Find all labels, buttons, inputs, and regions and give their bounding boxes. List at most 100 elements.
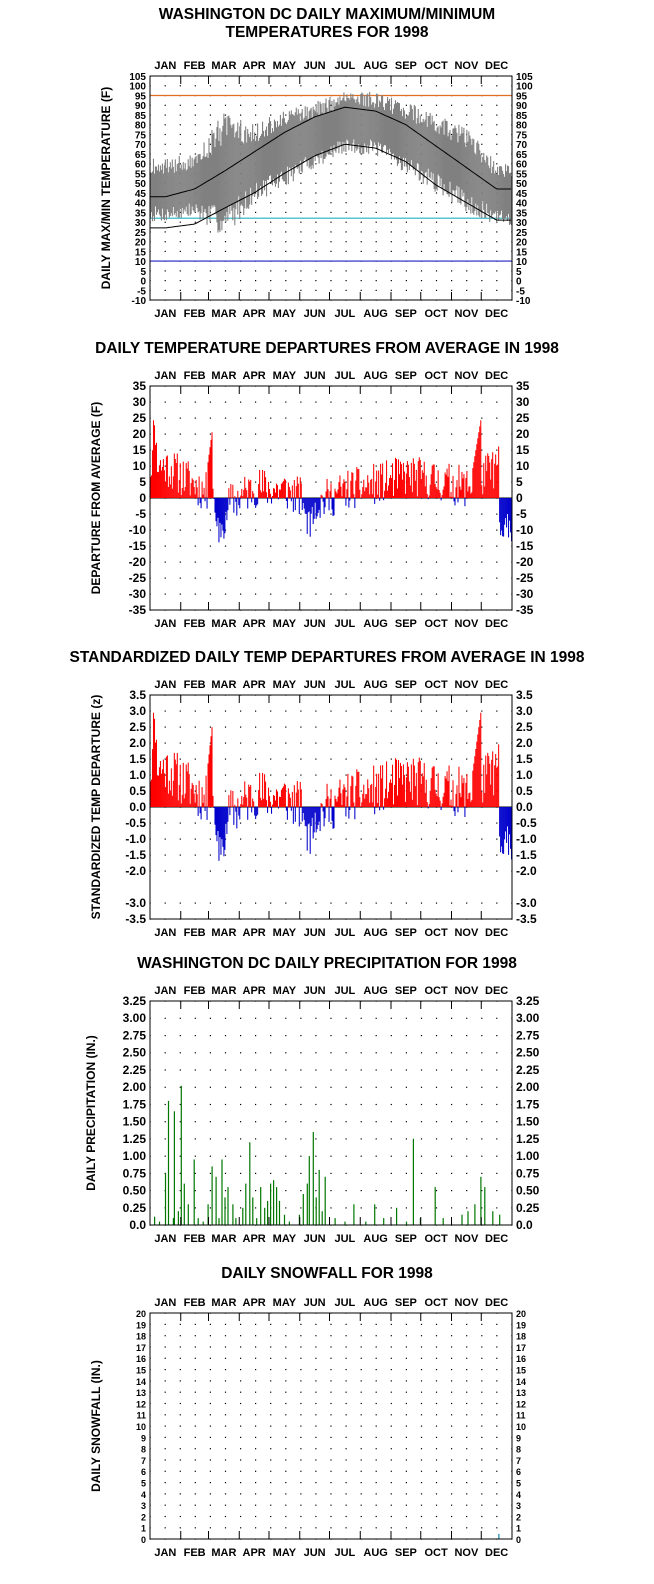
grid-dot	[330, 1346, 332, 1348]
grid-dot	[405, 902, 407, 904]
departure-bar	[465, 782, 467, 807]
departure-bar	[502, 807, 504, 854]
month-label-bottom: MAR	[211, 1547, 236, 1559]
grid-dot	[345, 726, 347, 728]
grid-dot	[270, 774, 272, 776]
grid-dot	[224, 1017, 227, 1019]
departure-bar	[357, 771, 359, 807]
departure-bar	[377, 494, 379, 498]
grid-dot	[300, 822, 302, 824]
grid-dot	[435, 726, 438, 728]
grid-dot	[451, 1190, 453, 1192]
ytick-label-right: 1.75	[516, 1097, 540, 1111]
grid-dot	[224, 1527, 227, 1529]
grid-dot	[179, 758, 181, 760]
departure-bar	[466, 470, 468, 498]
grid-dot	[390, 1069, 392, 1071]
departure-bar	[327, 489, 329, 498]
grid-dot	[481, 289, 483, 291]
ytick-label-right: -15	[516, 539, 534, 553]
departure-bar	[272, 795, 275, 807]
grid-dot	[194, 280, 196, 282]
departure-bar	[225, 498, 227, 512]
ytick-label-right: 35	[516, 208, 528, 219]
grid-dot	[255, 433, 257, 435]
departure-bar	[156, 775, 158, 807]
grid-dot	[435, 1052, 438, 1054]
ytick-label-right: 18	[516, 1332, 526, 1342]
grid-dot	[179, 870, 181, 872]
departure-bar	[183, 798, 185, 807]
month-label-bottom: NOV	[454, 1233, 479, 1245]
departure-bar	[207, 763, 209, 807]
departure-bar	[476, 741, 478, 807]
departure-bar	[455, 487, 457, 498]
departure-bar	[193, 487, 195, 498]
grid-dot	[360, 465, 362, 467]
grid-dot	[270, 270, 272, 272]
grid-dot	[435, 1493, 438, 1495]
grid-dot	[466, 822, 468, 824]
grid-dot	[194, 1121, 196, 1123]
ytick-label-left: -1.5	[125, 848, 146, 862]
departure-bar	[242, 804, 244, 807]
grid-dot	[194, 1470, 196, 1472]
grid-dot	[451, 202, 453, 204]
grid-dot	[270, 1357, 272, 1359]
ytick-label-right: 35	[516, 379, 530, 393]
grid-dot	[405, 1482, 407, 1484]
departure-bar	[198, 476, 200, 498]
departure-bar	[304, 498, 306, 514]
ytick-label-right: 1	[516, 1524, 521, 1534]
grid-dot	[420, 1515, 423, 1518]
departure-bar	[264, 774, 266, 807]
month-label-bottom: JUN	[304, 618, 326, 630]
grid-dot	[315, 1425, 317, 1427]
month-label-bottom: MAY	[273, 618, 297, 630]
grid-dot	[164, 221, 166, 223]
departure-bar	[322, 807, 324, 812]
departure-bar	[419, 760, 421, 807]
grid-dot	[300, 241, 302, 243]
departure-bar	[435, 793, 437, 807]
grid-dot	[300, 433, 302, 435]
grid-dot	[451, 710, 453, 712]
grid-dot	[496, 241, 498, 243]
precip-bar	[249, 1142, 251, 1225]
grid-dot	[435, 1527, 438, 1529]
departure-bar	[313, 807, 315, 833]
departure-bar	[251, 807, 253, 813]
departure-bar	[345, 498, 347, 506]
grid-dot	[270, 593, 272, 595]
grid-dot	[435, 790, 438, 792]
grid-dot	[405, 465, 407, 467]
grid-dot	[270, 529, 272, 531]
ytick-label-left: 5	[139, 475, 146, 489]
departure-bar	[428, 495, 430, 498]
grid-dot	[496, 902, 498, 904]
grid-dot	[315, 1138, 317, 1140]
grid-dot	[375, 1190, 377, 1192]
grid-dot	[420, 211, 423, 213]
grid-dot	[345, 1504, 347, 1506]
grid-dot	[345, 545, 347, 547]
grid-dot	[330, 481, 332, 483]
departure-bar	[497, 464, 499, 498]
grid-dot	[481, 1504, 483, 1506]
precip-bar	[264, 1207, 266, 1225]
departure-bar	[277, 807, 279, 809]
grid-dot	[315, 1414, 317, 1416]
grid-dot	[420, 449, 423, 451]
grid-dot	[375, 449, 377, 451]
grid-dot	[451, 1504, 453, 1506]
grid-dot	[496, 726, 498, 728]
month-label-bottom: JUL	[334, 1233, 355, 1245]
departure-bar	[261, 492, 263, 498]
ytick-label-right: 5	[516, 267, 522, 278]
grid-dot	[375, 153, 377, 155]
grid-dots	[149, 1312, 513, 1540]
grid-dot	[466, 1414, 468, 1416]
grid-dot	[240, 822, 242, 824]
departure-bar	[493, 795, 495, 807]
grid-dot	[194, 114, 196, 116]
